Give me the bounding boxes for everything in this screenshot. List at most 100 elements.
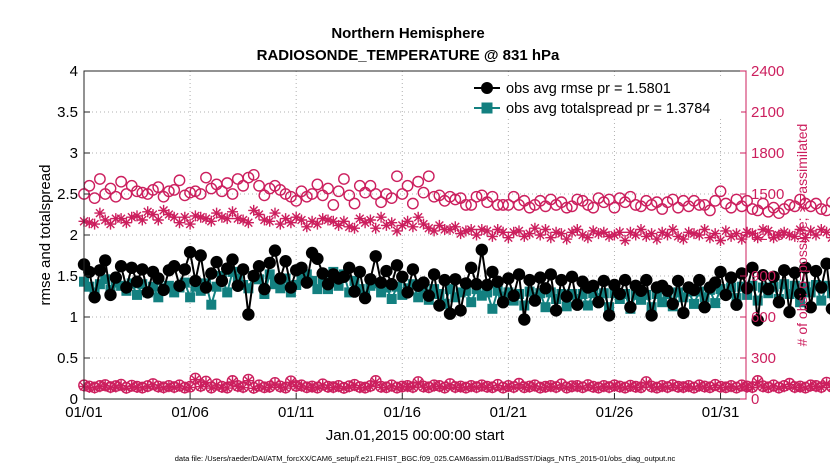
assimilated-marker <box>243 217 254 228</box>
y-right-tick-label: 1200 <box>751 227 784 244</box>
x-axis-label: Jan.01,2015 00:00:00 start <box>326 427 505 444</box>
legend: obs avg rmse pr = 1.5801 obs avg totalsp… <box>469 77 741 119</box>
rmse-point <box>242 308 254 320</box>
assimilated-marker <box>667 224 678 235</box>
spread-point <box>222 287 232 297</box>
rmse-point <box>545 268 557 280</box>
legend-spread-label: obs avg totalspread pr = 1.3784 <box>506 101 710 117</box>
assimilated-marker <box>715 235 726 246</box>
rmse-point <box>210 256 222 268</box>
x-tick-label: 01/31 <box>702 404 740 421</box>
x-tick-label: 01/06 <box>171 404 209 421</box>
chart: Northern Hemisphere RADIOSONDE_TEMPERATU… <box>0 0 830 470</box>
y-right-tick-label: 300 <box>751 350 776 367</box>
assimilated-marker <box>238 382 249 393</box>
rmse-point <box>205 267 217 279</box>
rmse-point <box>142 286 154 298</box>
rmse-point <box>571 299 583 311</box>
assimilated-marker <box>710 228 721 239</box>
rmse-point <box>375 276 387 288</box>
assimilated-marker <box>185 219 196 230</box>
assimilated-marker <box>450 221 461 232</box>
rmse-point <box>189 275 201 287</box>
rmse-point <box>104 289 116 301</box>
assimilated-marker <box>296 215 307 226</box>
rmse-point <box>523 274 535 286</box>
rmse-point <box>476 244 488 256</box>
rmse-point <box>439 274 451 286</box>
assimilated-marker <box>651 234 662 245</box>
rmse-point <box>720 289 732 301</box>
rmse-point <box>815 281 827 293</box>
rmse-point <box>449 273 461 285</box>
rmse-point <box>730 299 742 311</box>
rmse-point <box>285 281 297 293</box>
rmse-point <box>778 264 790 276</box>
rmse-point <box>301 276 313 288</box>
spread-point <box>541 302 551 312</box>
rmse-point <box>131 276 143 288</box>
rmse-point <box>423 290 435 302</box>
rmse-point <box>603 309 615 321</box>
rmse-point <box>587 280 599 292</box>
rmse-point <box>88 291 100 303</box>
rmse-point <box>534 271 546 283</box>
assimilated-marker <box>370 223 381 234</box>
rmse-point <box>279 255 291 267</box>
rmse-point <box>168 260 180 272</box>
rmse-point <box>444 308 456 320</box>
rmse-point <box>598 275 610 287</box>
spread-point <box>387 294 397 304</box>
assimilated-marker <box>185 382 196 393</box>
rmse-point <box>317 267 329 279</box>
assimilated-marker <box>614 227 625 238</box>
rmse-point <box>645 309 657 321</box>
assimilated-marker <box>413 212 424 223</box>
rmse-point <box>380 265 392 277</box>
rmse-point <box>677 307 689 319</box>
rmse-point <box>126 262 138 274</box>
rmse-point <box>619 274 631 286</box>
y-right-tick-label: 1800 <box>751 145 784 162</box>
rmse-point <box>237 263 249 275</box>
y-right-tick-label: 600 <box>751 309 776 326</box>
rmse-point <box>539 282 551 294</box>
rmse-point <box>264 257 276 269</box>
spread-point <box>206 300 216 310</box>
rmse-point <box>460 277 472 289</box>
rmse-point <box>725 271 737 283</box>
legend-rmse-marker <box>481 82 493 94</box>
legend-spread-marker <box>482 103 493 114</box>
y-tick-label: 2 <box>70 227 78 244</box>
rmse-point <box>454 304 466 316</box>
rmse-point <box>518 313 530 325</box>
rmse-point <box>295 262 307 274</box>
rmse-point <box>354 266 366 278</box>
rmse-point <box>99 254 111 266</box>
rmse-point <box>693 274 705 286</box>
assimilated-marker <box>365 215 376 226</box>
assimilated-marker <box>407 221 418 232</box>
rmse-point <box>624 301 636 313</box>
spread-point <box>487 304 497 314</box>
assimilated-marker <box>678 234 689 245</box>
rmse-point <box>274 272 286 284</box>
y-tick-label: 0.5 <box>57 350 78 367</box>
assimilated-marker <box>529 223 540 234</box>
rmse-point <box>550 304 562 316</box>
rmse-point <box>157 284 169 296</box>
spread-point <box>583 301 593 311</box>
chart-title: Northern Hemisphere <box>331 25 484 42</box>
y-tick-label: 1.5 <box>57 268 78 285</box>
y-right-tick-label: 2400 <box>751 63 784 80</box>
rmse-point <box>508 290 520 302</box>
rmse-point <box>635 285 647 297</box>
y-right-tick-label: 2100 <box>751 104 784 121</box>
rmse-point <box>152 272 164 284</box>
rmse-point <box>115 260 127 272</box>
rmse-point <box>386 278 398 290</box>
assimilated-marker <box>94 208 105 219</box>
rmse-point <box>672 275 684 287</box>
spread-point <box>312 284 322 294</box>
rmse-point <box>826 303 830 315</box>
